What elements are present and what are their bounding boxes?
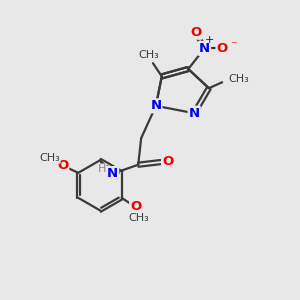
Text: N: N [199, 42, 210, 55]
Text: CH₃: CH₃ [138, 50, 159, 60]
Text: O: O [130, 200, 141, 213]
Text: O: O [162, 155, 173, 168]
Text: CH₃: CH₃ [228, 74, 249, 84]
Text: +: + [205, 35, 214, 45]
Text: O: O [57, 159, 68, 172]
Text: CH₃: CH₃ [128, 213, 149, 223]
Text: N: N [107, 167, 118, 180]
Text: CH₃: CH₃ [39, 153, 60, 163]
Text: N: N [189, 107, 200, 120]
Text: H: H [98, 164, 106, 174]
Text: N: N [150, 99, 161, 112]
Text: O: O [190, 26, 201, 39]
Text: O: O [217, 42, 228, 55]
Text: ⁻: ⁻ [230, 40, 236, 52]
